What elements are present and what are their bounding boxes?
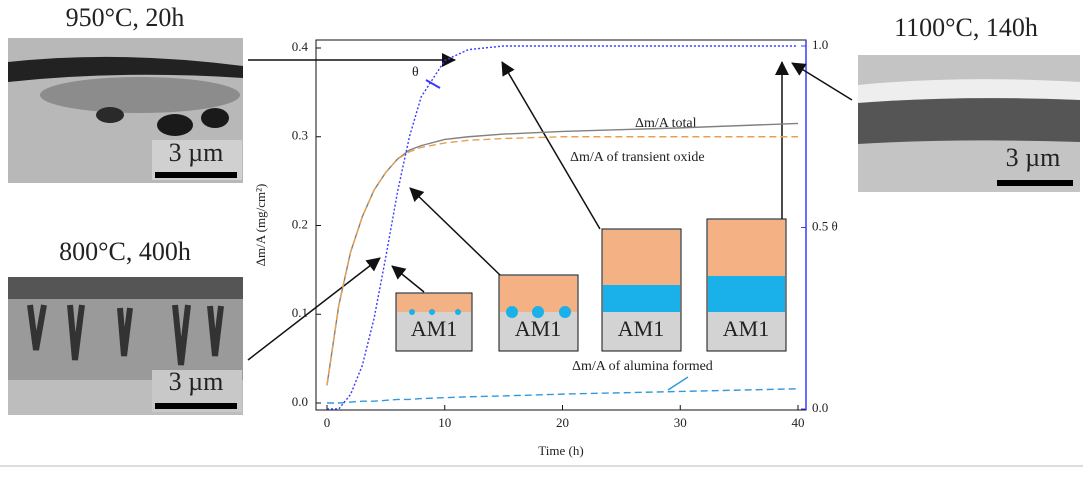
y2-tick-label: 0.5 θ [812, 218, 838, 233]
inset-oxide [397, 294, 471, 312]
arrow [501, 61, 601, 230]
inset-label: AM1 [515, 316, 561, 341]
scale-bar [155, 403, 237, 409]
x-tick-label: 0 [324, 415, 331, 430]
x-tick-label: 30 [674, 415, 687, 430]
x-axis-label: Time (h) [538, 443, 583, 458]
y-tick-label: 0.2 [292, 216, 308, 231]
alumina-pointer [667, 376, 689, 391]
micrograph-950: 950°C, 20h 3 µm [8, 3, 243, 183]
inset-particle [455, 309, 461, 315]
scale-bar [997, 180, 1073, 186]
micrograph-800: 800°C, 400h 3 µm [8, 237, 243, 415]
y-tick-label: 0.0 [292, 394, 308, 409]
inset-oxide [708, 220, 785, 276]
inset-2: AM1 [498, 274, 579, 352]
inset-oxide [603, 230, 680, 285]
inset-label: AM1 [411, 316, 457, 341]
x-tick-label: 10 [438, 415, 451, 430]
inset-label: AM1 [723, 316, 769, 341]
y-tick-label: 0.1 [292, 305, 308, 320]
micrograph-label: 1100°C, 140h [894, 13, 1038, 42]
inset-particle [559, 306, 571, 318]
micrograph-label: 800°C, 400h [59, 237, 191, 266]
inset-3: AM1 [601, 228, 682, 352]
y2-tick-label: 0.0 [812, 400, 828, 415]
micrograph-1100: 1100°C, 140h 3 µm [858, 13, 1080, 192]
arrow [247, 257, 381, 361]
x-tick-label: 20 [556, 415, 569, 430]
scale-layer [8, 56, 243, 82]
theta-pointer [425, 79, 441, 89]
x-tick-label: 40 [792, 415, 805, 430]
precipitates [27, 304, 224, 366]
inset-particle [409, 309, 415, 315]
arrow [791, 62, 853, 101]
oxide-layer [858, 98, 1080, 144]
inset-1: AM1 [395, 292, 473, 352]
oxide-top [858, 79, 1080, 103]
inset-particle [506, 306, 518, 318]
inset-alumina [708, 276, 785, 312]
series-line [327, 45, 798, 410]
y2-tick-label: 1.0 [812, 37, 828, 52]
scale-layer [8, 277, 243, 299]
scale-text: 3 µm [169, 138, 224, 167]
pore [201, 108, 229, 128]
inset-particle [429, 309, 435, 315]
inset-label: AM1 [618, 316, 664, 341]
scale-text: 3 µm [1006, 143, 1061, 172]
y-tick-label: 0.3 [292, 128, 308, 143]
y-axis-label: Δm/A (mg/cm²) [253, 184, 268, 267]
inset-4: AM1 [706, 218, 787, 352]
series-line [326, 136, 798, 386]
inset-oxide [500, 276, 577, 312]
arrows [247, 53, 853, 361]
micrograph-label: 950°C, 20h [66, 3, 185, 32]
annotation: Δm/A of alumina formed [572, 359, 713, 374]
pore [96, 107, 124, 123]
scale-text: 3 µm [169, 367, 224, 396]
inset-particle [532, 306, 544, 318]
annotation: θ [412, 65, 419, 80]
annotation: Δm/A of transient oxide [570, 150, 705, 165]
inset-alumina [603, 285, 680, 312]
oxide [40, 77, 240, 113]
scale-bar [155, 172, 237, 178]
y-tick-label: 0.4 [292, 39, 309, 54]
pore [157, 114, 193, 136]
arrow [409, 187, 501, 276]
series-line [327, 388, 799, 404]
arrow [391, 265, 425, 293]
